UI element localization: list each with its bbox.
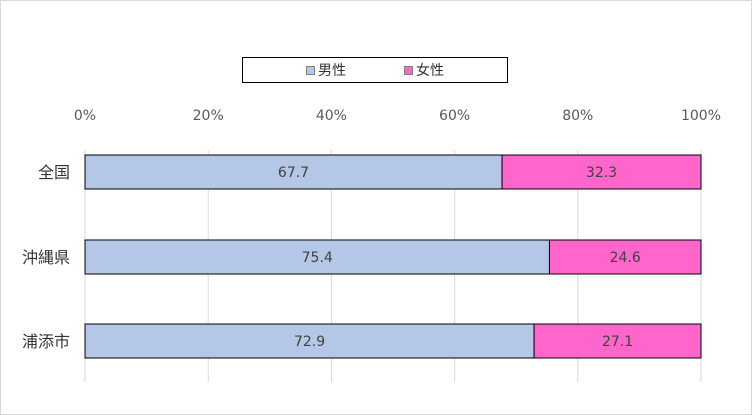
x-tick-label-2: 40% [316,108,347,124]
bar-1-1 [548,239,702,275]
category-label-2: 浦添市 [22,332,70,351]
data-label-1-0: 75.4 [302,250,333,266]
legend: 男性 女性 [242,57,508,83]
data-label-0-1: 32.3 [586,165,617,181]
legend-swatch-female [404,65,413,75]
category-label-1: 沖縄県 [22,248,70,267]
legend-label-female: 女性 [416,63,444,79]
x-tick-label-0: 0% [74,108,96,124]
data-label-2-1: 27.1 [602,334,633,350]
data-label-0-0: 67.7 [278,165,309,181]
legend-item-male: 男性 [306,60,346,80]
legend-swatch-male [306,65,315,75]
data-label-1-1: 24.6 [610,250,641,266]
x-tick-label-1: 20% [193,108,224,124]
legend-label-male: 男性 [318,63,346,79]
legend-item-female: 女性 [404,60,444,80]
bar-0-1 [501,154,702,190]
x-tick-label-4: 80% [562,108,593,124]
data-label-2-0: 72.9 [294,334,325,350]
bar-2-1 [533,323,702,359]
bar-2-0 [84,323,535,359]
category-label-0: 全国 [38,163,70,182]
x-tick-label-5: 100% [681,108,721,124]
x-tick-label-3: 60% [439,108,470,124]
